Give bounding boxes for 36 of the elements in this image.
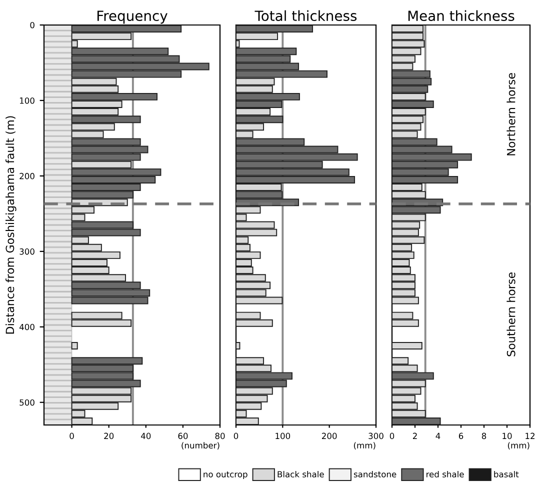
x-tick-label: 6	[458, 432, 464, 440]
x-tick-label: 0	[70, 432, 74, 440]
legend-label: red shale	[426, 470, 464, 478]
chart-title: Mean thickness	[408, 10, 514, 22]
x-tick-label: 60	[178, 432, 188, 440]
x-tick-label: 20	[104, 432, 114, 440]
x-tick-label: 100	[276, 432, 290, 440]
annotation: Northern horse	[506, 73, 516, 156]
x-tick-label: 10	[502, 432, 512, 440]
y-tick-label: 100	[20, 97, 34, 104]
legend-label: no outcrop	[204, 471, 248, 480]
x-tick-label: 4	[436, 432, 440, 439]
x-tick-label: 300	[368, 432, 384, 440]
y-axis-title: Distance from Goshikigahama fault (m)	[6, 116, 16, 334]
x-tick-label: 2	[412, 432, 417, 439]
y-tick-label: 500	[20, 399, 34, 406]
x-tick-label: 0	[234, 432, 238, 440]
y-tick-label: 400	[19, 324, 34, 330]
x-tick-label: 8	[482, 432, 486, 440]
x-tick-label: 80	[215, 432, 225, 440]
x-tick-label: 12	[526, 432, 534, 439]
x-axis-title: (number)	[182, 442, 220, 450]
legend-label: sandstone	[354, 470, 396, 478]
x-tick-label: 40	[141, 432, 151, 440]
annotation: Southern horse	[506, 272, 516, 356]
y-tick-label: 200	[20, 172, 34, 180]
x-tick-label: 200	[322, 432, 337, 440]
x-tick-label: 0	[390, 432, 394, 440]
chart-title: Total thickness	[254, 10, 357, 22]
x-axis-title: (mm)	[508, 442, 530, 450]
chart-title: Frequency	[97, 10, 168, 24]
y-tick-label: 300	[20, 248, 34, 255]
y-tick-label: 0	[30, 22, 34, 28]
legend-label: Black shale	[278, 470, 324, 478]
legend-label: basalt	[494, 470, 519, 478]
x-axis-title: (mm)	[354, 442, 376, 450]
